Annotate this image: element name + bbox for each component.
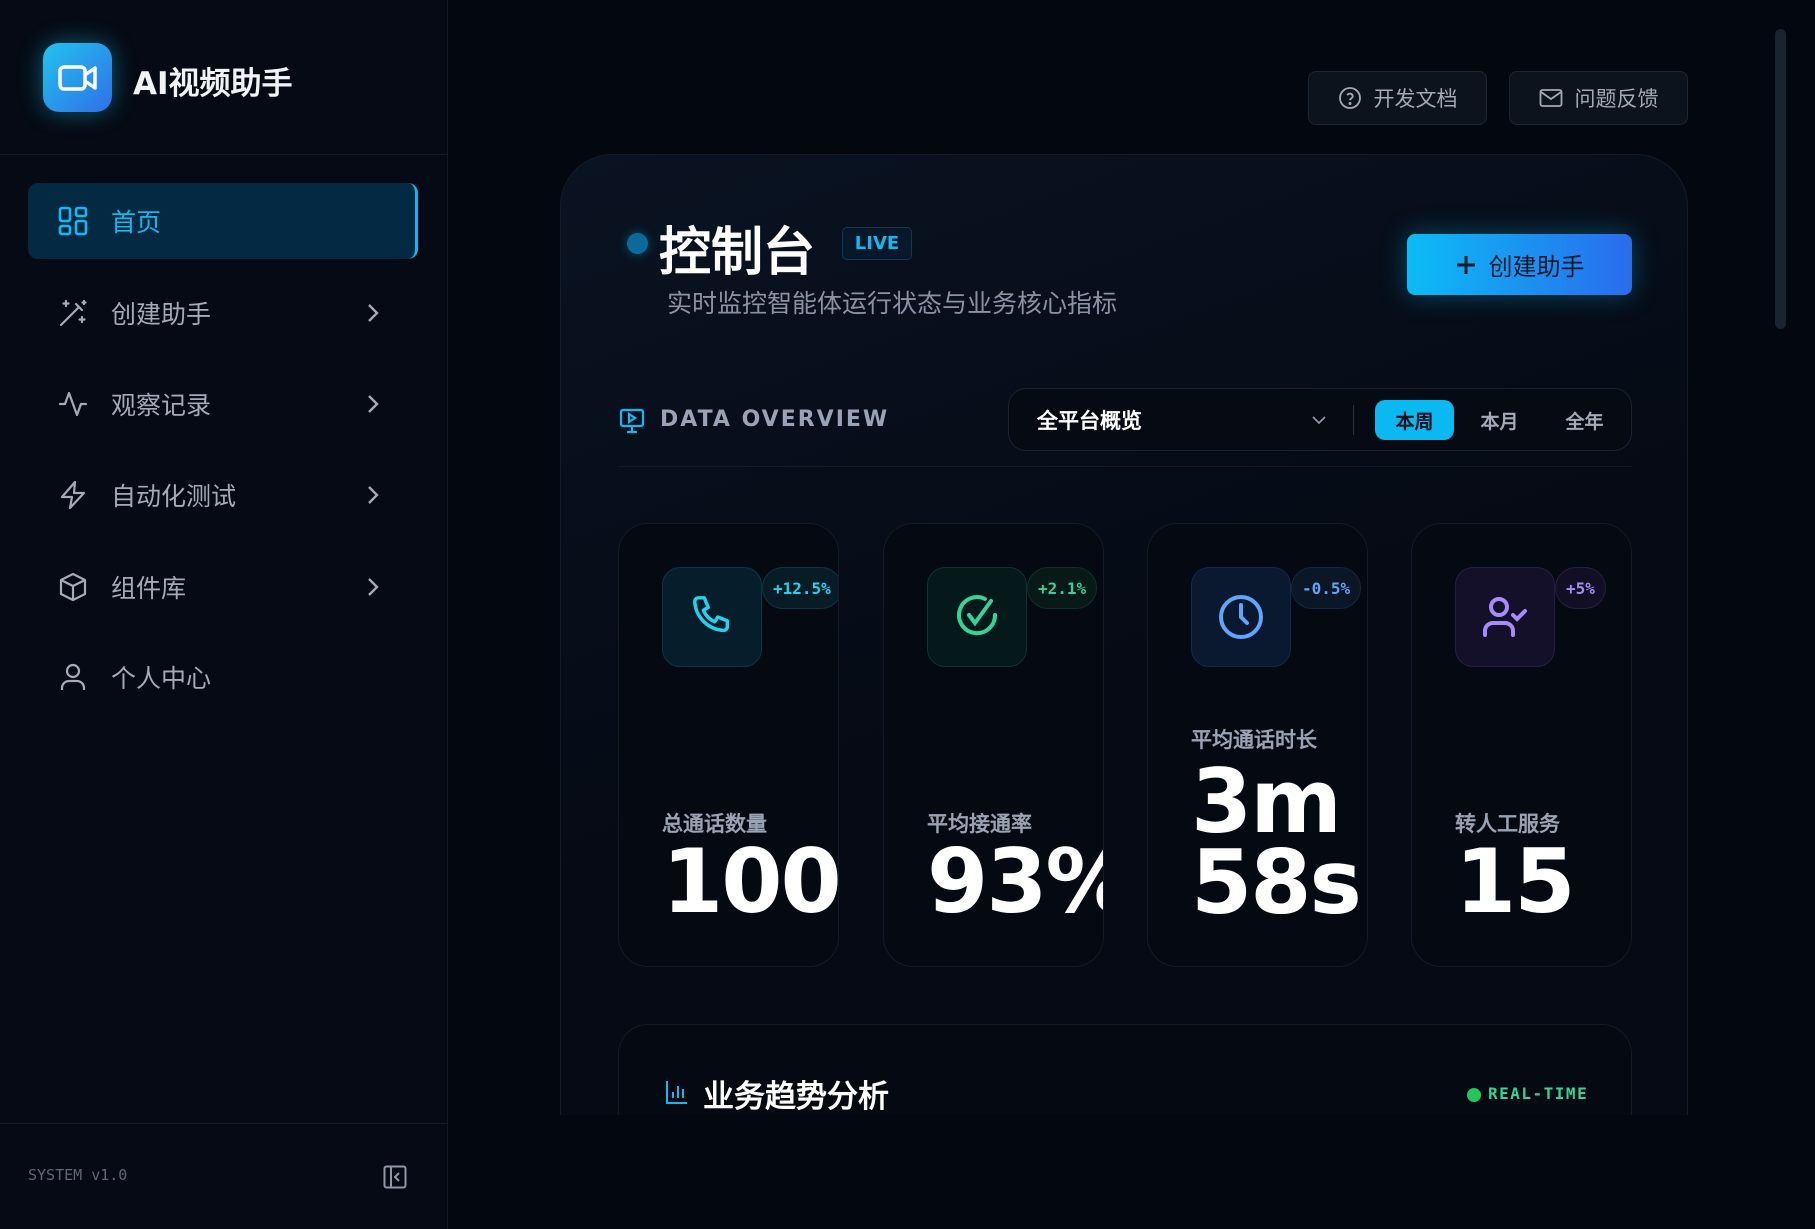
status-dot	[627, 233, 648, 254]
range-tab-week[interactable]: 本周	[1375, 400, 1454, 440]
live-badge: LIVE	[842, 227, 912, 260]
trend-title: 业务趋势分析	[703, 1079, 889, 1115]
sidebar: AI视频助手 首页 创建助手 观察记录 自动化测试 组件库 个人中心 SYSTE…	[0, 0, 448, 1229]
stat-label: 转人工服务	[1455, 812, 1560, 836]
stat-value-seconds: 58s	[1191, 831, 1362, 934]
create-assistant-button[interactable]: 创建助手	[1407, 234, 1632, 295]
stat-label: 平均接通率	[927, 812, 1032, 836]
main-content: 控制台 LIVE 实时监控智能体运行状态与业务核心指标 创建助手 DATA OV…	[560, 154, 1688, 1115]
lightning-icon	[60, 480, 86, 510]
divider	[618, 466, 1632, 467]
range-tab-month[interactable]: 本月	[1480, 410, 1519, 433]
page-title: 控制台	[659, 223, 816, 283]
page-subtitle: 实时监控智能体运行状态与业务核心指标	[667, 289, 1118, 318]
divider	[1353, 405, 1354, 435]
icon-box	[1455, 567, 1555, 667]
stat-label: 平均通话时长	[1191, 728, 1317, 752]
create-assistant-label: 创建助手	[1488, 253, 1585, 281]
divider	[0, 1123, 447, 1124]
change-badge: +5%	[1555, 567, 1606, 609]
change-badge: +2.1%	[1027, 567, 1098, 609]
chevron-down-icon	[1312, 415, 1326, 424]
scope-dropdown-value: 全平台概览	[1037, 408, 1142, 433]
divider	[0, 154, 447, 155]
stat-value: 15	[1455, 830, 1575, 933]
realtime-dot	[1467, 1088, 1481, 1102]
sidebar-item-label: 个人中心	[111, 664, 212, 693]
trend-analysis-card: 业务趋势分析 REAL-TIME	[618, 1024, 1632, 1115]
icon-box	[662, 567, 762, 667]
magic-wand-icon	[59, 299, 87, 327]
app-title: AI视频助手	[133, 66, 293, 102]
dashboard-panel: 控制台 LIVE 实时监控智能体运行状态与业务核心指标 创建助手 DATA OV…	[560, 154, 1688, 1115]
feedback-button[interactable]: 问题反馈	[1509, 71, 1688, 125]
developer-docs-button[interactable]: 开发文档	[1308, 71, 1487, 125]
feedback-label: 问题反馈	[1574, 87, 1659, 111]
data-overview-label: DATA OVERVIEW	[660, 407, 890, 432]
sidebar-item-profile[interactable]: 个人中心	[28, 639, 418, 715]
filter-bar: 全平台概览 本周 本月 全年	[1008, 388, 1632, 451]
sidebar-item-label: 首页	[111, 208, 162, 237]
icon-box	[1191, 567, 1291, 667]
stat-card-connect-rate: +2.1% 平均接通率 93%	[883, 523, 1104, 967]
sidebar-item-observation-records[interactable]: 观察记录	[28, 366, 418, 442]
sidebar-item-label: 创建助手	[111, 300, 212, 329]
cube-icon	[59, 572, 87, 602]
stat-card-avg-duration: -0.5% 平均通话时长 3m 58s	[1147, 523, 1368, 967]
scrollbar[interactable]	[1775, 29, 1786, 329]
help-circle-icon	[1338, 87, 1361, 109]
system-version: SYSTEM v1.0	[28, 1166, 128, 1184]
monitor-play-icon	[619, 408, 645, 434]
check-circle-icon	[957, 595, 998, 636]
plus-icon	[1456, 255, 1475, 274]
activity-icon	[58, 391, 88, 417]
grid-icon	[58, 206, 88, 236]
user-icon	[60, 663, 86, 690]
app-logo	[43, 43, 112, 112]
developer-docs-label: 开发文档	[1373, 87, 1458, 111]
stat-card-total-calls: +12.5% 总通话数量 100	[618, 523, 839, 967]
sidebar-item-automated-testing[interactable]: 自动化测试	[28, 457, 418, 533]
stat-card-human-transfer: +5% 转人工服务 15	[1411, 523, 1632, 967]
user-check-icon	[1483, 597, 1527, 637]
icon-box	[927, 567, 1027, 667]
collapse-sidebar-icon[interactable]	[383, 1165, 407, 1189]
phone-icon	[693, 596, 730, 633]
video-camera-icon	[57, 64, 97, 91]
change-badge: +12.5%	[762, 567, 838, 609]
bar-chart-icon	[666, 1081, 687, 1104]
scope-dropdown[interactable]: 全平台概览	[1037, 389, 1327, 450]
chevron-right-icon	[368, 578, 379, 596]
sidebar-item-label: 自动化测试	[111, 482, 237, 511]
change-badge: -0.5%	[1291, 567, 1362, 609]
mail-icon	[1539, 89, 1562, 107]
stat-value: 93%	[927, 830, 1103, 933]
stat-label: 总通话数量	[662, 812, 767, 836]
sidebar-item-label: 组件库	[111, 574, 187, 603]
chevron-right-icon	[368, 395, 379, 413]
sidebar-item-home[interactable]: 首页	[28, 183, 418, 259]
realtime-status: REAL-TIME	[1488, 1084, 1589, 1103]
chevron-right-icon	[368, 304, 379, 322]
clock-icon	[1219, 595, 1263, 639]
sidebar-item-component-library[interactable]: 组件库	[28, 549, 418, 625]
sidebar-item-label: 观察记录	[111, 391, 212, 420]
stat-value-minutes: 3m	[1191, 750, 1342, 853]
range-tab-year[interactable]: 全年	[1565, 410, 1604, 433]
sidebar-item-create-assistant[interactable]: 创建助手	[28, 275, 418, 351]
chevron-right-icon	[368, 486, 379, 504]
stat-value: 100	[662, 830, 839, 933]
